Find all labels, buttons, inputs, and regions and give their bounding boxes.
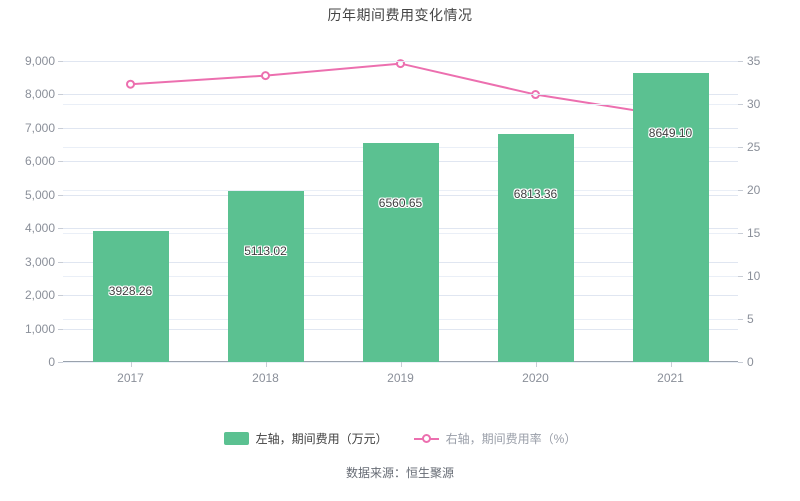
line-point-marker[interactable]	[261, 71, 270, 81]
bar[interactable]	[497, 134, 574, 362]
y-tick-mark-right	[738, 319, 743, 320]
gridline-left	[63, 94, 738, 96]
y-tick-mark-left	[58, 194, 63, 196]
y-axis-left-tick-label: 5,000	[24, 187, 55, 202]
bar[interactable]	[227, 191, 304, 362]
bar-value-label: 8649.10	[648, 125, 693, 140]
y-tick-mark-right	[738, 190, 743, 191]
y-axis-left-tick-label: 7,000	[24, 120, 55, 135]
legend-item-bar[interactable]: 左轴，期间费用（万元）	[223, 430, 388, 447]
y-tick-mark-right	[738, 147, 743, 148]
y-axis-right-tick-label: 30	[747, 97, 761, 111]
y-axis-right-tick-label: 35	[747, 54, 761, 68]
y-tick-mark-left	[58, 228, 63, 230]
y-tick-mark-right	[738, 104, 743, 105]
x-tick-mark	[265, 362, 267, 367]
gridline-left	[63, 61, 738, 62]
y-axis-right-tick-label: 15	[747, 226, 761, 240]
plot-area: 0 5 10 15 20 25 30 35 0 1,000 2,000 3,000 4,000 5,000…	[25, 54, 760, 385]
source-note: 数据来源：恒生聚源	[345, 466, 454, 480]
x-tick-mark	[670, 362, 672, 367]
y-tick-mark-left	[58, 362, 63, 363]
legend-item-line-label: 右轴，期间费用率（%）	[445, 432, 577, 446]
legend-line-circle-icon	[413, 432, 439, 445]
bar[interactable]	[362, 142, 439, 362]
x-axis-tick-label: 2019	[387, 371, 414, 385]
gridline-left	[63, 127, 738, 129]
chart-legend: 左轴，期间费用（万元） 右轴，期间费用率（%）	[0, 430, 800, 447]
y-tick-mark-right	[738, 61, 743, 62]
y-axis-left-tick-label: 2,000	[24, 288, 55, 303]
y-axis-left-tick-label: 8,000	[24, 87, 55, 102]
bar-value-label: 6560.65	[378, 195, 423, 210]
y-axis-right-tick-label: 20	[747, 183, 761, 197]
gridline-right	[63, 104, 738, 105]
y-tick-mark-left	[58, 61, 63, 62]
line-point-marker[interactable]	[126, 79, 135, 89]
y-tick-mark-right	[738, 362, 743, 363]
bar-value-label: 3928.26	[108, 283, 153, 298]
y-axis-left-tick-label: 0	[48, 355, 55, 369]
x-tick-mark	[535, 362, 537, 367]
y-axis-right-tick-label: 0	[747, 355, 754, 369]
x-axis-tick-label: 2017	[117, 371, 144, 385]
y-tick-mark-right	[738, 276, 743, 277]
y-tick-mark-left	[58, 94, 63, 96]
y-axis-left-tick-label: 9,000	[24, 54, 55, 68]
x-axis-tick-label: 2020	[522, 371, 549, 385]
bar[interactable]	[632, 72, 709, 362]
y-tick-mark-left	[58, 161, 63, 163]
y-axis-right-tick-label: 10	[747, 269, 761, 283]
bar-value-label: 5113.02	[244, 243, 287, 258]
y-tick-mark-left	[58, 295, 63, 297]
x-axis-tick-label: 2021	[657, 371, 684, 385]
y-tick-mark-left	[58, 127, 63, 129]
chart-title: 历年期间费用变化情况	[327, 7, 473, 23]
y-axis-left-tick-label: 3,000	[24, 254, 55, 269]
legend-item-line[interactable]: 右轴，期间费用率（%）	[413, 430, 577, 447]
legend-item-bar-label: 左轴，期间费用（万元）	[255, 432, 388, 446]
x-tick-mark	[130, 362, 132, 367]
y-axis-right-tick-label: 25	[747, 140, 761, 154]
y-tick-mark-left	[58, 328, 63, 330]
y-axis-right-tick-label: 5	[747, 312, 754, 326]
y-axis-left-tick-label: 6,000	[24, 154, 55, 169]
legend-bar-swatch-icon	[223, 432, 249, 445]
y-tick-mark-right	[738, 233, 743, 234]
y-axis-left-tick-label: 4,000	[24, 221, 55, 236]
bar-value-label: 6813.36	[513, 187, 558, 202]
y-axis-left-tick-label: 1,000	[24, 321, 55, 336]
x-tick-mark	[400, 362, 402, 367]
x-axis-tick-label: 2018	[252, 371, 279, 385]
y-tick-mark-left	[58, 261, 63, 263]
bar[interactable]	[92, 230, 169, 362]
line-path	[130, 62, 671, 118]
